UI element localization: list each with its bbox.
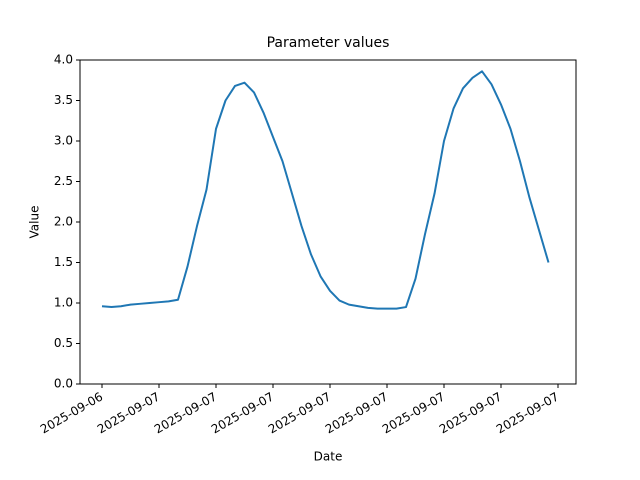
y-tick-label: 0.0 <box>54 377 73 391</box>
x-tick-label: 2025-09-07 <box>494 390 561 437</box>
chart-title: Parameter values <box>267 35 390 51</box>
y-tick-label: 2.5 <box>54 174 73 188</box>
x-tick-label: 2025-09-07 <box>323 390 390 437</box>
y-tick-label: 0.5 <box>54 336 73 350</box>
x-tick-label: 2025-09-07 <box>380 390 447 437</box>
x-tick-label: 2025-09-07 <box>266 390 333 437</box>
plot-frame <box>79 59 577 385</box>
y-axis-label: Value <box>28 206 42 239</box>
x-tick-label: 2025-09-07 <box>437 390 504 437</box>
x-tick-label: 2025-09-06 <box>38 390 105 437</box>
y-tick-label: 4.0 <box>54 53 73 67</box>
line <box>101 70 550 310</box>
x-tick-label: 2025-09-07 <box>95 390 162 437</box>
y-tick-label: 3.5 <box>54 93 73 107</box>
y-tick-label: 1.0 <box>54 296 73 310</box>
y-tick-label: 1.5 <box>54 255 73 269</box>
y-tick-label: 3.0 <box>54 134 73 148</box>
y-tick-label: 2.0 <box>54 215 73 229</box>
x-tick-label: 2025-09-07 <box>152 390 219 437</box>
x-axis-label: Date <box>314 450 343 464</box>
x-tick-label: 2025-09-07 <box>209 390 276 437</box>
